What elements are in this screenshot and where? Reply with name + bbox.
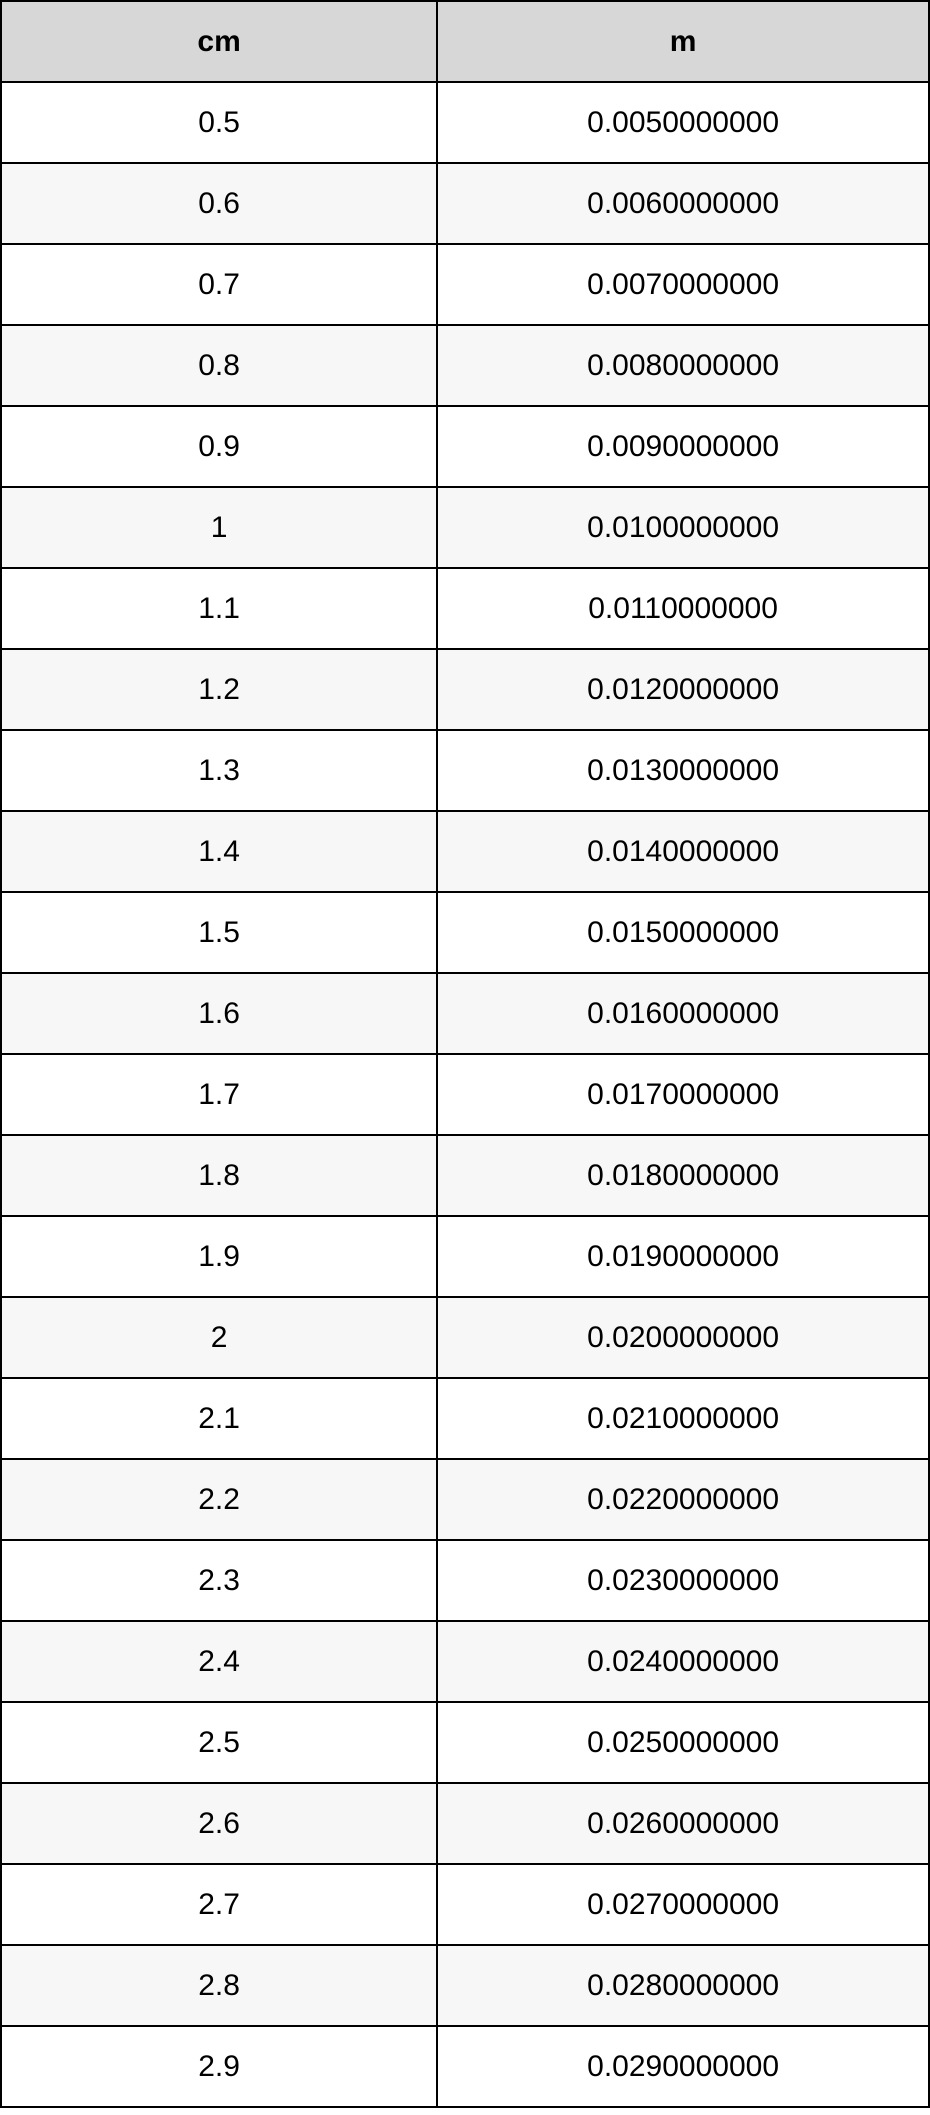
- cell-cm: 1.9: [1, 1216, 437, 1297]
- cell-cm: 1.7: [1, 1054, 437, 1135]
- cell-m: 0.0280000000: [437, 1945, 929, 2026]
- table-row: 1.90.0190000000: [1, 1216, 929, 1297]
- cell-m: 0.0140000000: [437, 811, 929, 892]
- cell-m: 0.0160000000: [437, 973, 929, 1054]
- table-row: 2.90.0290000000: [1, 2026, 929, 2107]
- table-row: 10.0100000000: [1, 487, 929, 568]
- table-row: 1.30.0130000000: [1, 730, 929, 811]
- cell-m: 0.0050000000: [437, 82, 929, 163]
- cell-m: 0.0220000000: [437, 1459, 929, 1540]
- cell-cm: 0.9: [1, 406, 437, 487]
- column-header-cm: cm: [1, 1, 437, 82]
- cell-cm: 1: [1, 487, 437, 568]
- table-row: 1.60.0160000000: [1, 973, 929, 1054]
- table-row: 0.70.0070000000: [1, 244, 929, 325]
- cell-m: 0.0130000000: [437, 730, 929, 811]
- cell-cm: 1.3: [1, 730, 437, 811]
- cell-cm: 2.8: [1, 1945, 437, 2026]
- conversion-table: cm m 0.50.0050000000 0.60.0060000000 0.7…: [0, 0, 930, 2108]
- cell-cm: 1.4: [1, 811, 437, 892]
- cell-cm: 1.6: [1, 973, 437, 1054]
- cell-cm: 0.6: [1, 163, 437, 244]
- table-row: 1.20.0120000000: [1, 649, 929, 730]
- cell-m: 0.0240000000: [437, 1621, 929, 1702]
- cell-m: 0.0270000000: [437, 1864, 929, 1945]
- cell-cm: 2.2: [1, 1459, 437, 1540]
- cell-cm: 1.2: [1, 649, 437, 730]
- table-row: 2.50.0250000000: [1, 1702, 929, 1783]
- table-row: 1.80.0180000000: [1, 1135, 929, 1216]
- cell-m: 0.0110000000: [437, 568, 929, 649]
- cell-m: 0.0150000000: [437, 892, 929, 973]
- cell-cm: 2.6: [1, 1783, 437, 1864]
- cell-m: 0.0060000000: [437, 163, 929, 244]
- cell-m: 0.0080000000: [437, 325, 929, 406]
- cell-m: 0.0230000000: [437, 1540, 929, 1621]
- cell-m: 0.0260000000: [437, 1783, 929, 1864]
- table-row: 2.10.0210000000: [1, 1378, 929, 1459]
- table-row: 1.70.0170000000: [1, 1054, 929, 1135]
- table-row: 0.60.0060000000: [1, 163, 929, 244]
- table-row: 0.90.0090000000: [1, 406, 929, 487]
- table-row: 0.50.0050000000: [1, 82, 929, 163]
- cell-m: 0.0250000000: [437, 1702, 929, 1783]
- table-row: 2.30.0230000000: [1, 1540, 929, 1621]
- cell-cm: 1.5: [1, 892, 437, 973]
- table-row: 1.50.0150000000: [1, 892, 929, 973]
- table-row: 20.0200000000: [1, 1297, 929, 1378]
- cell-cm: 1.1: [1, 568, 437, 649]
- cell-cm: 2.3: [1, 1540, 437, 1621]
- cell-cm: 2: [1, 1297, 437, 1378]
- cell-m: 0.0120000000: [437, 649, 929, 730]
- cell-cm: 0.8: [1, 325, 437, 406]
- cell-m: 0.0200000000: [437, 1297, 929, 1378]
- cell-cm: 0.5: [1, 82, 437, 163]
- cell-m: 0.0170000000: [437, 1054, 929, 1135]
- cell-cm: 0.7: [1, 244, 437, 325]
- table-row: 0.80.0080000000: [1, 325, 929, 406]
- cell-m: 0.0070000000: [437, 244, 929, 325]
- cell-cm: 2.9: [1, 2026, 437, 2107]
- cell-cm: 2.7: [1, 1864, 437, 1945]
- table-row: 2.60.0260000000: [1, 1783, 929, 1864]
- table-row: 2.70.0270000000: [1, 1864, 929, 1945]
- cell-m: 0.0210000000: [437, 1378, 929, 1459]
- cell-m: 0.0180000000: [437, 1135, 929, 1216]
- cell-m: 0.0190000000: [437, 1216, 929, 1297]
- cell-m: 0.0100000000: [437, 487, 929, 568]
- cell-cm: 2.4: [1, 1621, 437, 1702]
- cell-m: 0.0290000000: [437, 2026, 929, 2107]
- table-row: 1.10.0110000000: [1, 568, 929, 649]
- cell-cm: 1.8: [1, 1135, 437, 1216]
- cell-m: 0.0090000000: [437, 406, 929, 487]
- column-header-m: m: [437, 1, 929, 82]
- table-row: 2.80.0280000000: [1, 1945, 929, 2026]
- table-row: 2.20.0220000000: [1, 1459, 929, 1540]
- table-header-row: cm m: [1, 1, 929, 82]
- table-row: 1.40.0140000000: [1, 811, 929, 892]
- table-body: 0.50.0050000000 0.60.0060000000 0.70.007…: [1, 82, 929, 2107]
- cell-cm: 2.1: [1, 1378, 437, 1459]
- table-row: 2.40.0240000000: [1, 1621, 929, 1702]
- cell-cm: 2.5: [1, 1702, 437, 1783]
